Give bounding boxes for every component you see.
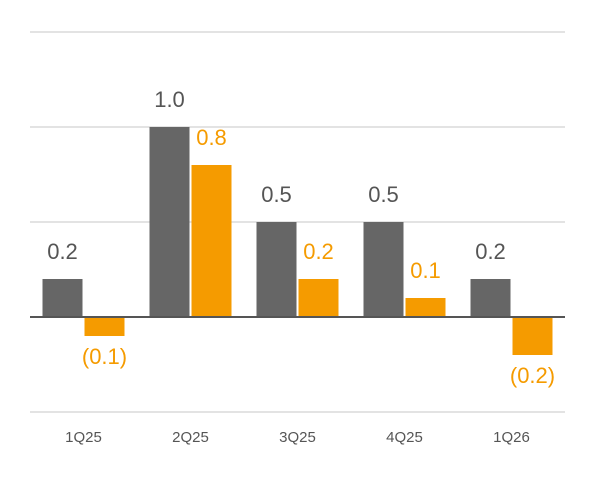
bar [191,165,232,317]
x-tick-label: 1Q26 [493,429,530,446]
bar [84,317,125,336]
x-tick-label: 4Q25 [386,429,423,446]
value-label: (0.1) [82,344,127,369]
value-label: (0.2) [510,363,555,388]
value-label: 1.0 [154,87,185,112]
value-label: 0.8 [196,125,227,150]
bar [470,279,511,317]
value-label: 0.5 [368,182,399,207]
value-label: 0.2 [475,239,506,264]
x-tick-label: 2Q25 [172,429,209,446]
x-tick-label: 3Q25 [279,429,316,446]
bar [405,298,446,317]
value-label: 0.2 [303,239,334,264]
value-label: 0.5 [261,182,292,207]
bar [42,279,83,317]
bar [298,279,339,317]
value-label: 0.2 [47,239,78,264]
bar [363,222,404,317]
bar [256,222,297,317]
value-label: 0.1 [410,258,441,283]
bar [512,317,553,355]
bar [149,127,190,317]
x-tick-label: 1Q25 [65,429,102,446]
